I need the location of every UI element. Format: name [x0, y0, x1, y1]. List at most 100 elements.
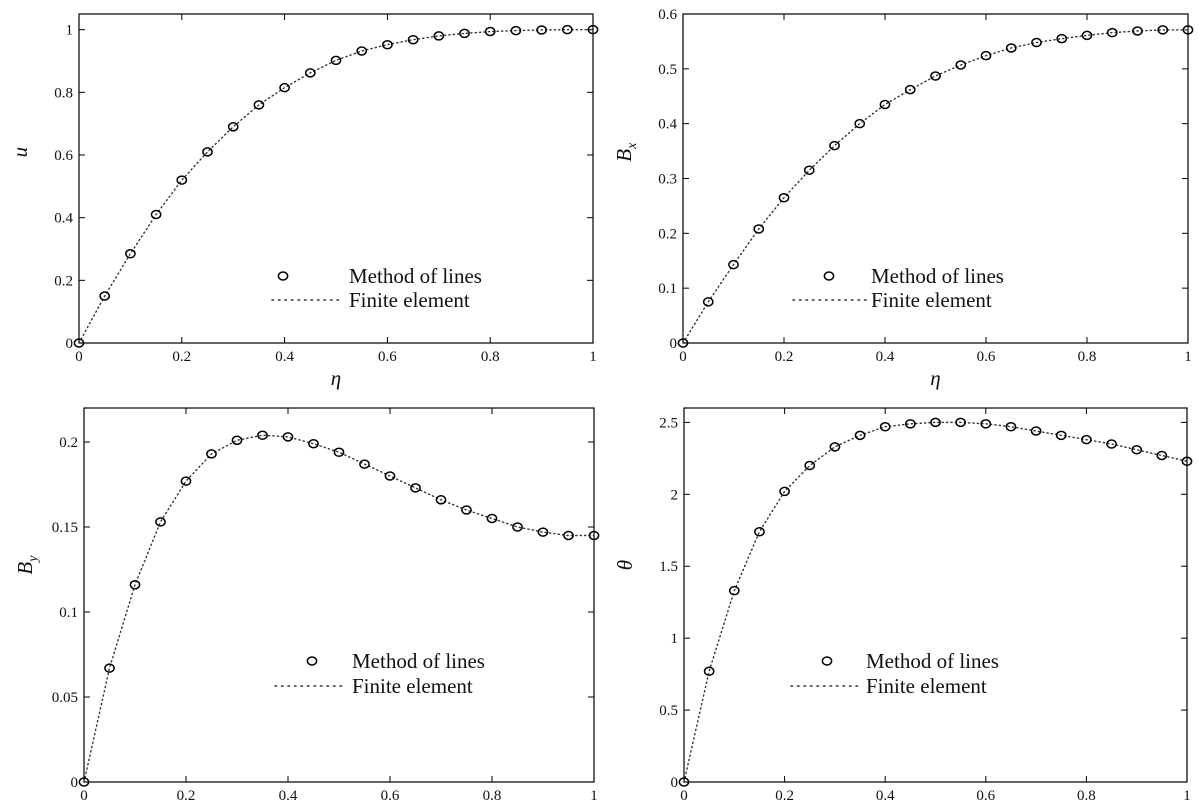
- data-point: [1132, 26, 1143, 36]
- data-point: [904, 84, 916, 95]
- x-tick-label: 0: [75, 349, 83, 365]
- data-point: [1156, 450, 1168, 461]
- y-tick-label: 0: [71, 775, 79, 791]
- legend-label-method-of-lines: Method of lines: [871, 264, 1004, 288]
- data-point: [980, 50, 992, 61]
- x-tick-label: 0.4: [275, 349, 294, 365]
- data-point: [155, 517, 166, 527]
- chart-panel-top-left: 0 0.2 0.4 0.6 0.8 1 0 0.2 0.4 0.6 0.8 1 η u Method of …: [8, 13, 599, 390]
- data-point: [754, 526, 765, 537]
- x-tick-label: 0.6: [381, 788, 400, 804]
- data-point: [955, 417, 967, 428]
- data-point: [150, 209, 162, 220]
- y-tick-label: 0: [670, 336, 678, 352]
- data-point: [1106, 439, 1117, 449]
- data-point: [803, 165, 815, 176]
- x-tick-label: 0.2: [172, 349, 191, 365]
- data-point: [227, 122, 239, 132]
- y-tick-label: 0.6: [658, 7, 677, 23]
- x-tick-label: 1: [1183, 788, 1191, 804]
- data-point: [486, 513, 498, 524]
- y-tick-label: 0: [671, 775, 679, 791]
- data-point: [129, 580, 141, 590]
- x-tick-label: 0.4: [279, 788, 298, 804]
- x-tick-label: 0: [679, 349, 687, 365]
- data-point: [1005, 43, 1017, 53]
- data-point: [356, 46, 368, 56]
- y-tick-label: 0.4: [658, 117, 677, 133]
- data-point: [384, 471, 396, 481]
- data-point: [512, 522, 523, 532]
- chart-panel-top-right: 0 0.2 0.4 0.6 0.8 1 0 0.1 0.2 0.3 0.4 0.5 0.6 η Bx Meth…: [612, 7, 1194, 390]
- x-axis-label: η: [334, 805, 344, 807]
- data-point: [980, 419, 992, 429]
- x-tick-label: 0.8: [481, 349, 500, 365]
- y-tick-label: 0.5: [659, 703, 678, 719]
- y-axis-label: By: [13, 555, 41, 575]
- x-tick-label: 0.4: [876, 349, 895, 365]
- data-point: [359, 459, 370, 469]
- data-point: [930, 71, 941, 81]
- legend-label-method-of-lines: Method of lines: [352, 649, 485, 673]
- data-point: [257, 430, 268, 440]
- data-point: [433, 31, 445, 41]
- data-point: [279, 82, 290, 93]
- x-tick-label: 1: [1184, 349, 1192, 365]
- data-point: [829, 140, 840, 151]
- data-point: [678, 777, 690, 787]
- x-tick-label: 0: [680, 788, 688, 804]
- x-tick-label: 0: [80, 788, 88, 804]
- data-point: [1157, 25, 1169, 35]
- x-tick-label: 0.2: [775, 349, 794, 365]
- data-point: [1055, 430, 1067, 441]
- legend-marker-circle: [306, 656, 318, 666]
- series-line-finite-element: [78, 28, 594, 344]
- y-axis-label: Bx: [612, 142, 640, 162]
- data-point: [73, 338, 85, 348]
- x-tick-label: 0.2: [177, 788, 196, 804]
- data-point: [879, 99, 891, 110]
- data-point: [231, 435, 243, 446]
- data-point: [779, 486, 790, 497]
- plot-frame: [682, 13, 1189, 344]
- data-point: [1181, 456, 1193, 466]
- data-point: [879, 421, 891, 432]
- data-point: [1131, 444, 1143, 455]
- data-point: [180, 476, 192, 486]
- y-tick-label: 0.2: [658, 226, 677, 242]
- y-tick-label: 0.2: [59, 435, 78, 451]
- x-tick-label: 0.8: [1077, 788, 1096, 804]
- y-tick-label: 0.8: [54, 85, 73, 101]
- data-point: [677, 338, 689, 348]
- x-tick-label: 0.6: [976, 788, 995, 804]
- y-tick-label: 2.5: [659, 415, 678, 431]
- data-point: [206, 449, 217, 459]
- x-tick-label: 1: [590, 788, 598, 804]
- data-point: [410, 483, 421, 493]
- data-point: [99, 291, 111, 301]
- y-tick-label: 1.5: [659, 559, 678, 575]
- data-point: [435, 495, 447, 505]
- data-point: [804, 460, 816, 471]
- x-tick-label: 0.6: [378, 349, 397, 365]
- series-line-finite-element: [683, 421, 1188, 783]
- plot-frame: [78, 13, 594, 344]
- x-tick-label: 0.4: [876, 788, 895, 804]
- data-point: [1031, 37, 1042, 48]
- y-tick-label: 1: [671, 631, 679, 647]
- chart-panel-bottom-right: 0 0.2 0.4 0.6 0.8 1 0 0.5 1 1.5 2 2.5 η θ Method of li…: [613, 407, 1193, 807]
- legend-marker-circle: [823, 271, 835, 281]
- y-tick-label: 0.1: [59, 605, 78, 621]
- legend-label-finite-element: Finite element: [871, 288, 992, 312]
- legend-label-finite-element: Finite element: [349, 288, 470, 312]
- data-point: [282, 432, 294, 442]
- legend-label-finite-element: Finite element: [352, 674, 473, 698]
- data-point: [905, 419, 916, 429]
- data-point: [510, 25, 522, 36]
- y-tick-label: 0.6: [54, 148, 73, 164]
